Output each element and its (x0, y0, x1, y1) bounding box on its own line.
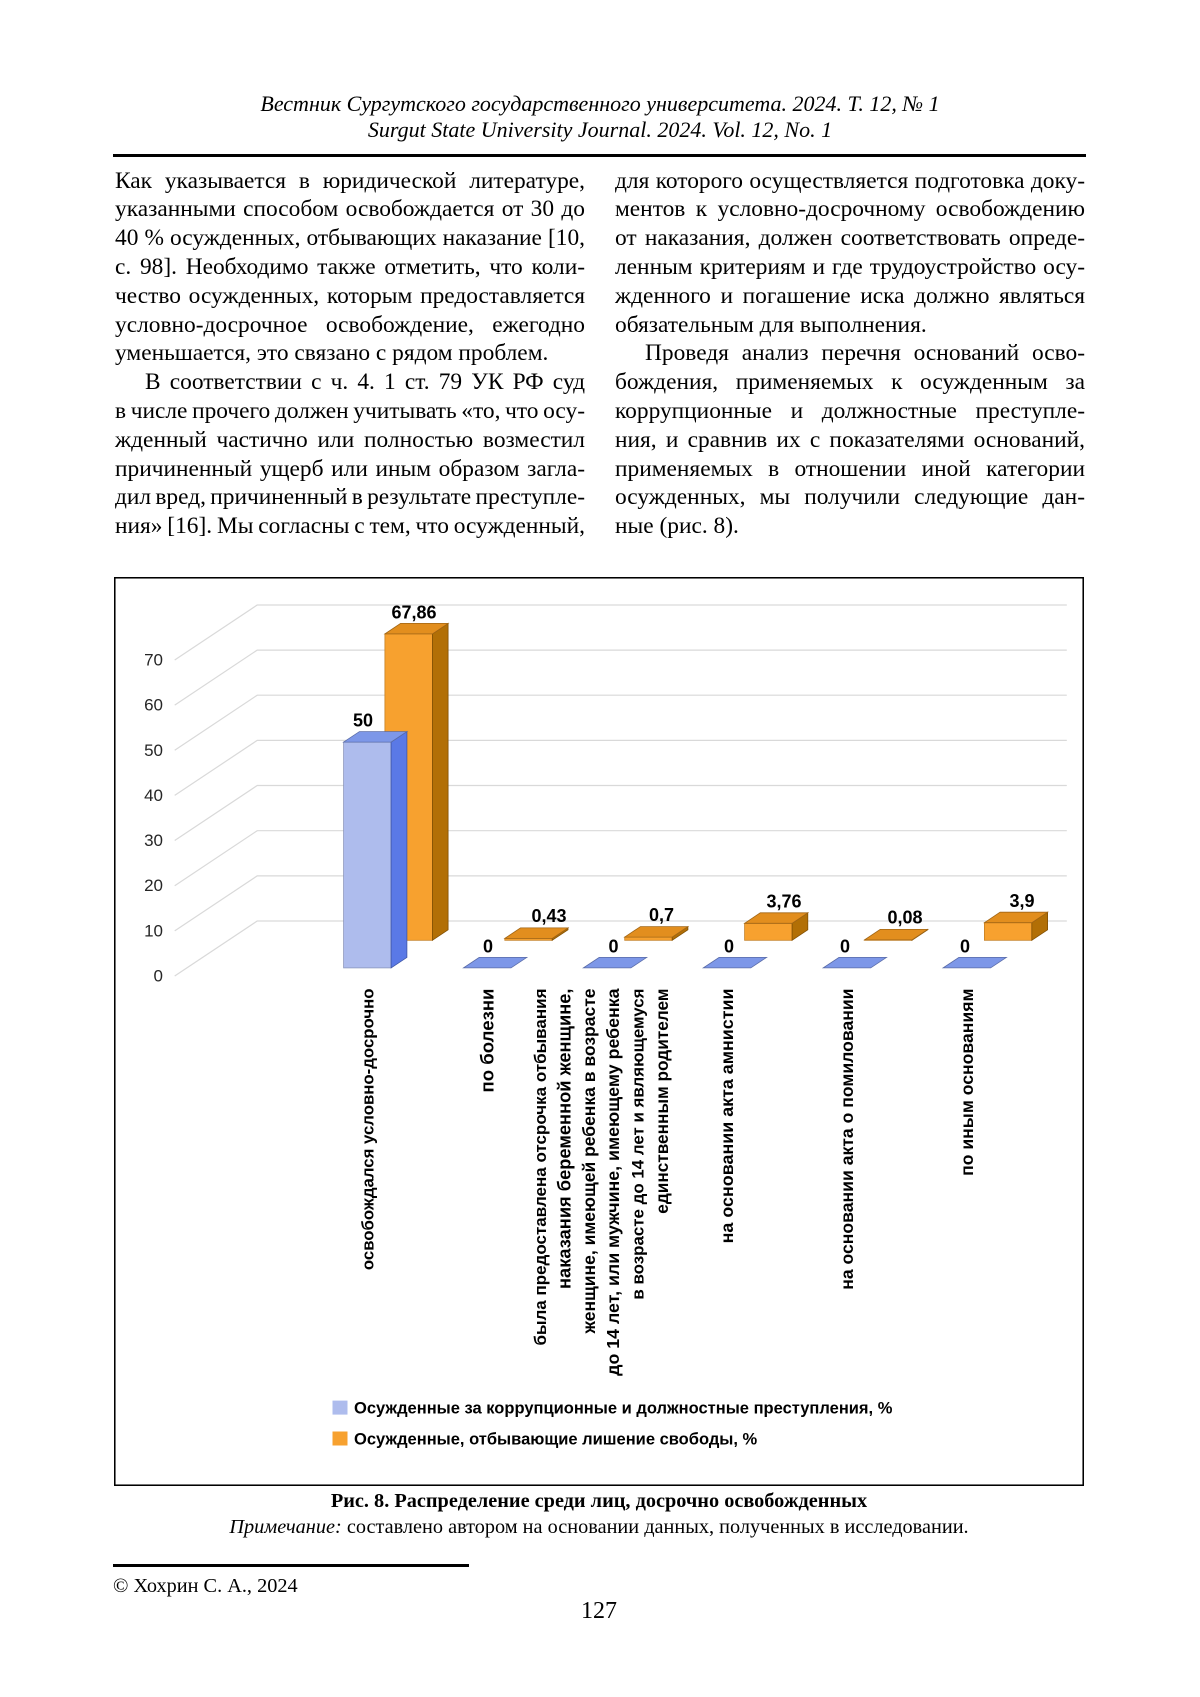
svg-text:женщине, имеющей ребенка в воз: женщине, имеющей ребенка в возрасте (579, 988, 599, 1334)
svg-text:50: 50 (144, 741, 163, 760)
svg-text:по болезни: по болезни (476, 989, 497, 1093)
svg-text:3,9: 3,9 (1009, 891, 1034, 911)
svg-text:67,86: 67,86 (391, 603, 436, 623)
svg-text:0: 0 (608, 937, 618, 957)
svg-text:0: 0 (724, 937, 734, 957)
svg-text:0: 0 (154, 967, 163, 986)
svg-text:0: 0 (960, 937, 970, 957)
svg-text:3,76: 3,76 (766, 892, 801, 912)
svg-text:0: 0 (483, 937, 493, 957)
svg-text:была предоставлена отсрочка от: была предоставлена отсрочка отбывания (531, 989, 550, 1346)
svg-text:в возрасте до 14 лет и являюще: в возрасте до 14 лет и являющемуся (629, 989, 648, 1300)
svg-text:0,08: 0,08 (887, 908, 922, 928)
svg-text:0: 0 (840, 937, 850, 957)
svg-text:по иным основаниям: по иным основаниям (957, 989, 977, 1176)
svg-text:0,7: 0,7 (649, 905, 674, 925)
svg-text:10: 10 (144, 921, 163, 940)
svg-text:20: 20 (144, 876, 163, 895)
svg-text:0,43: 0,43 (531, 906, 566, 926)
svg-text:60: 60 (144, 696, 163, 715)
svg-text:единственным родителем: единственным родителем (652, 989, 672, 1214)
svg-text:40: 40 (144, 786, 163, 805)
svg-text:70: 70 (144, 651, 163, 670)
svg-text:наказания беременной женщине,: наказания беременной женщине, (553, 989, 574, 1289)
svg-text:на основании акта амнистии: на основании акта амнистии (717, 989, 737, 1244)
svg-text:освобождался условно-досрочно: освобождался условно-досрочно (359, 989, 378, 1271)
svg-text:Осужденные, отбывающие лишение: Осужденные, отбывающие лишение свободы, … (354, 1431, 758, 1449)
svg-text:30: 30 (144, 831, 163, 850)
svg-text:до 14 лет, или мужчине, имеюще: до 14 лет, или мужчине, имеющему ребенка (603, 988, 623, 1375)
svg-text:50: 50 (353, 711, 373, 731)
svg-text:Осужденные за коррупционные и: Осужденные за коррупционные и должностны… (354, 1400, 893, 1418)
svg-text:на основании акта о помиловани: на основании акта о помиловании (837, 989, 857, 1290)
